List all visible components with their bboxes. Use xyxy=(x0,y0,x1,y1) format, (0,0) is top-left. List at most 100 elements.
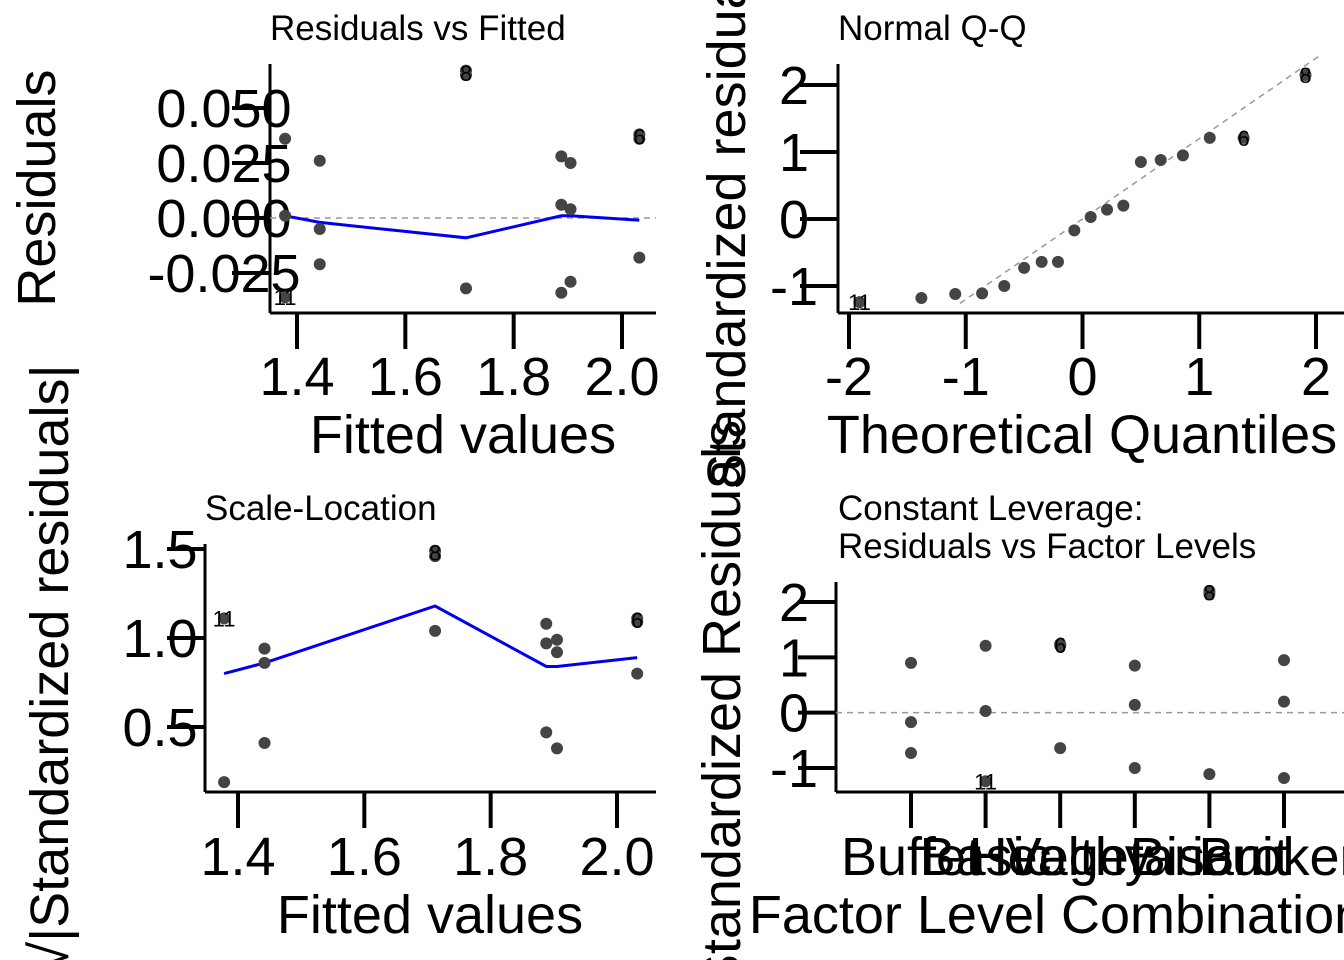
data-point xyxy=(998,280,1011,292)
data-point xyxy=(905,747,917,760)
x-tick-label: 0 xyxy=(1067,347,1097,407)
data-point xyxy=(429,624,442,637)
data-point xyxy=(1084,210,1097,223)
data-point xyxy=(1018,261,1031,274)
data-point xyxy=(1128,762,1141,774)
panel-title: Normal Q-Q xyxy=(838,9,1027,48)
panel-residuals-vs-fitted: Residuals vs Fitted 1.4 1.6 1.8 2.0-0.0250.… xyxy=(7,9,660,465)
panel-title: Scale-Location xyxy=(205,489,437,528)
x-axis-label: Fitted values xyxy=(277,885,583,945)
y-axis-label: Standardized Residuals xyxy=(692,420,752,960)
x-tick-label: 1.8 xyxy=(476,347,551,407)
x-axis-label: Theoretical Quantiles xyxy=(827,405,1337,465)
data-point xyxy=(979,775,992,788)
smooth-line xyxy=(284,214,640,240)
data-point xyxy=(1035,255,1048,268)
data-point xyxy=(633,251,646,264)
data-point xyxy=(1154,154,1167,167)
y-tick-label: 0.5 xyxy=(122,698,197,758)
data-point xyxy=(550,633,563,646)
x-axis-label: Factor Level Combinations xyxy=(749,885,1344,945)
data-point xyxy=(905,716,917,729)
data-point xyxy=(279,209,292,222)
panel-constant-leverage: Constant Leverage: Residuals vs Factor L… xyxy=(692,420,1344,960)
data-point xyxy=(1278,654,1290,667)
data-point xyxy=(905,656,917,669)
data-point xyxy=(564,203,577,216)
x-tick-label: Healthy xyxy=(969,827,1152,887)
data-point xyxy=(1128,659,1141,672)
data-point xyxy=(540,617,553,630)
data-point xyxy=(313,154,326,167)
data-point xyxy=(564,157,577,169)
y-tick-label: -1 xyxy=(770,739,818,799)
data-point xyxy=(540,637,553,650)
data-point xyxy=(979,639,992,652)
data-point xyxy=(258,642,271,655)
y-axis-label: √|Standardized residuals| xyxy=(20,364,80,960)
data-point xyxy=(564,275,577,288)
data-point xyxy=(313,223,326,235)
x-tick-label: 1.8 xyxy=(453,827,528,887)
data-point xyxy=(1299,68,1312,81)
data-point xyxy=(313,258,326,271)
data-point xyxy=(258,737,271,750)
data-point xyxy=(1054,742,1067,755)
data-point xyxy=(976,287,989,300)
y-tick-label: 1 xyxy=(779,628,809,688)
y-tick-label: 0.000 xyxy=(156,189,291,249)
data-point xyxy=(218,776,231,789)
x-tick-label: 2 xyxy=(1301,347,1331,407)
data-point xyxy=(1278,771,1290,784)
y-tick-label: 1.0 xyxy=(122,609,197,669)
point-label: 6 xyxy=(633,125,645,150)
point-label: 11 xyxy=(848,290,871,315)
data-point xyxy=(979,705,992,718)
smooth-line xyxy=(223,604,638,676)
qq-reference-line xyxy=(959,53,1323,305)
data-point xyxy=(279,132,292,145)
panel-title: Residuals vs Fitted xyxy=(270,9,566,48)
data-point xyxy=(1128,698,1141,711)
data-point xyxy=(550,742,563,755)
y-tick-label: 1 xyxy=(779,123,809,183)
point-label: 6 xyxy=(631,608,643,633)
x-tick-label: Broken xyxy=(1198,827,1344,887)
data-point xyxy=(1068,224,1081,237)
data-point xyxy=(1134,156,1147,169)
data-point xyxy=(1101,203,1114,216)
point-label: 6 xyxy=(1054,633,1066,658)
data-point xyxy=(1237,131,1250,144)
data-point xyxy=(218,612,231,625)
data-point xyxy=(555,198,568,211)
y-tick-label: 2 xyxy=(779,573,809,633)
point-label: 8 xyxy=(460,61,472,86)
data-point xyxy=(631,667,644,680)
x-tick-label: 1 xyxy=(1184,347,1214,407)
y-tick-label: 2 xyxy=(779,56,809,116)
data-point xyxy=(631,612,644,625)
data-point xyxy=(258,656,271,669)
y-axis-label: Standardized residuals xyxy=(697,0,757,490)
point-label: 11 xyxy=(213,606,236,631)
data-point xyxy=(633,128,646,141)
x-tick-label: 1.4 xyxy=(259,347,334,407)
data-point xyxy=(915,292,928,305)
data-point xyxy=(1176,149,1189,162)
data-point xyxy=(555,150,568,163)
x-axis-label: Fitted values xyxy=(310,405,616,465)
panel-scale-location: Scale-Location 1.4 1.6 1.8 2.0 0.5 1.0 1.5 11 8… xyxy=(20,364,656,960)
x-tick-label: -1 xyxy=(942,347,990,407)
y-tick-label: 0 xyxy=(779,684,809,744)
y-tick-label: 0.050 xyxy=(156,79,291,139)
point-label: 8 xyxy=(1299,63,1311,88)
x-tick-label: -2 xyxy=(825,347,873,407)
data-point xyxy=(1203,584,1216,597)
point-label: 8 xyxy=(1203,581,1215,606)
data-point xyxy=(1051,255,1064,268)
y-axis-label: Residuals xyxy=(7,69,67,306)
y-tick-label: 1.5 xyxy=(122,520,197,580)
x-tick-label: Basic xyxy=(920,827,1052,887)
data-point xyxy=(1203,768,1216,781)
